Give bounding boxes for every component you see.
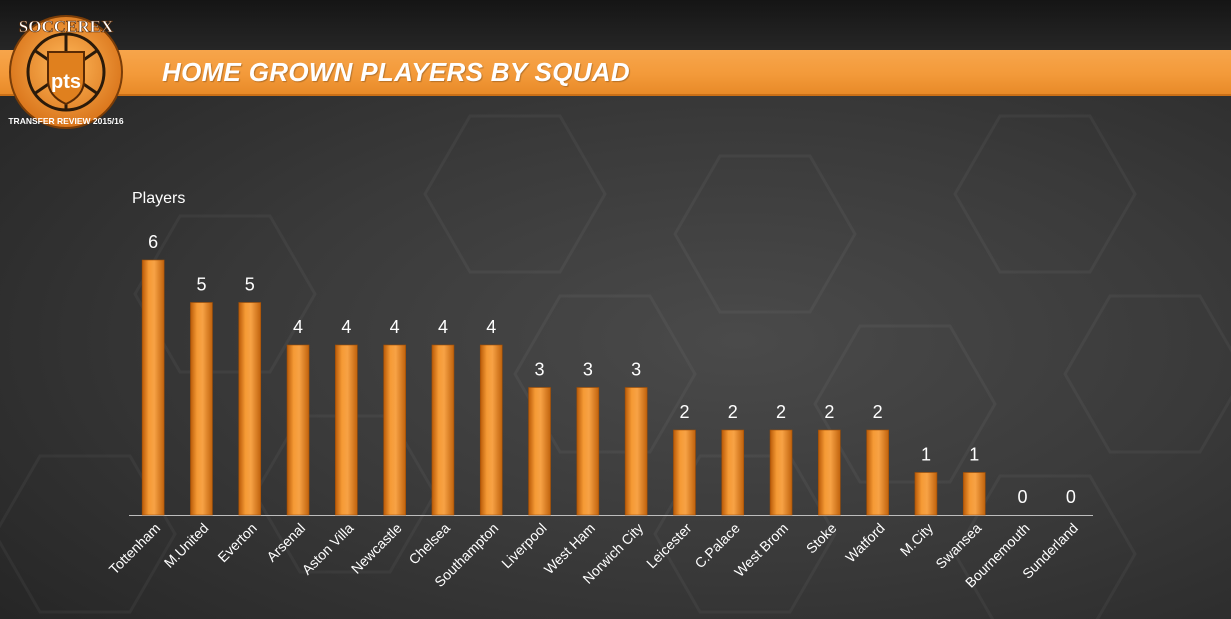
bar-west-brom <box>769 429 793 516</box>
data-label: 2 <box>728 402 738 422</box>
bar-tottenham <box>141 259 165 516</box>
logo-monogram: pts <box>51 71 81 93</box>
data-label: 3 <box>535 360 545 380</box>
data-label: 3 <box>631 360 641 380</box>
bar-watford <box>866 429 889 516</box>
data-label: 5 <box>245 275 255 295</box>
logo-brand: SOCCEREX <box>19 17 114 36</box>
category-label: Aston Villa <box>299 520 357 578</box>
logo-ribbon: TRANSFER REVIEW 2015/16 <box>8 116 124 126</box>
data-label: 2 <box>824 402 834 422</box>
category-label: Leicester <box>643 520 695 572</box>
category-label: M.United <box>161 520 212 571</box>
data-label: 4 <box>438 317 448 337</box>
category-label: Stoke <box>803 520 840 557</box>
bar-west-ham <box>576 387 600 516</box>
category-label: Chelsea <box>405 520 453 568</box>
soccerex-logo: pts SOCCEREX TRANSFER REVIEW 2015/16 <box>8 15 124 129</box>
data-label: 0 <box>1066 487 1076 507</box>
bar-aston-villa <box>335 344 358 516</box>
data-label: 1 <box>969 445 979 465</box>
top-bar <box>0 0 1231 50</box>
data-label: 2 <box>873 402 883 422</box>
category-label: Watford <box>842 520 888 566</box>
data-label: 4 <box>293 317 303 337</box>
bar-everton <box>238 302 262 516</box>
title-banner <box>0 50 1231 96</box>
y-axis-label: Players <box>132 190 185 207</box>
bar-c-palace <box>721 429 745 516</box>
bar-chelsea <box>431 344 455 516</box>
bar-norwich-city <box>624 387 648 516</box>
data-label: 4 <box>341 317 351 337</box>
data-label: 3 <box>583 360 593 380</box>
category-label: M.City <box>897 520 936 559</box>
data-label: 0 <box>1018 487 1028 507</box>
data-label: 2 <box>679 402 689 422</box>
bar-m-united <box>190 302 213 516</box>
bar-stoke <box>818 429 841 516</box>
bar-liverpool <box>528 387 551 516</box>
data-label: 4 <box>486 317 496 337</box>
data-label: 6 <box>148 232 158 252</box>
bar-leicester <box>673 429 696 516</box>
data-label: 1 <box>921 445 931 465</box>
page-title: HOME GROWN PLAYERS BY SQUAD <box>162 57 630 87</box>
data-label: 4 <box>390 317 400 337</box>
bar-arsenal <box>286 344 310 516</box>
data-label: 2 <box>776 402 786 422</box>
category-label: Tottenham <box>106 520 164 578</box>
category-label: Everton <box>214 520 259 565</box>
bar-southampton <box>479 344 503 516</box>
category-label: Arsenal <box>263 520 308 565</box>
bar-swansea <box>962 472 986 516</box>
bar-m-city <box>914 472 938 516</box>
data-label: 5 <box>196 275 206 295</box>
bar-newcastle <box>383 344 406 516</box>
category-label: Newcastle <box>348 520 405 577</box>
